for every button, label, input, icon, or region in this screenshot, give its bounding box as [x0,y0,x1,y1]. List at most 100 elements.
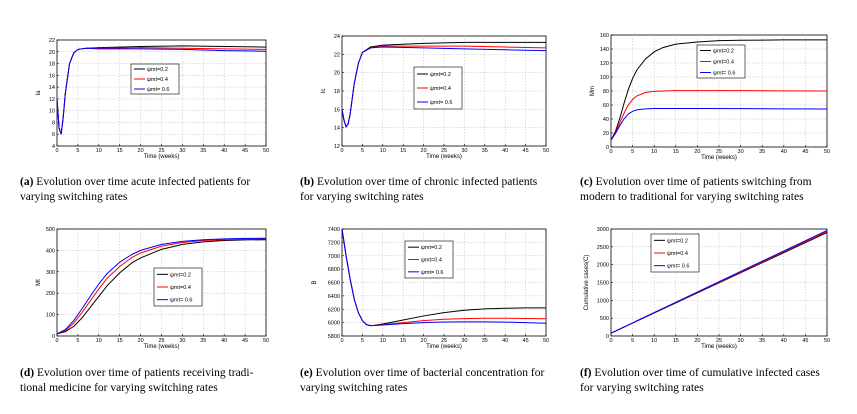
x-tick-label: 5 [631,149,634,155]
x-tick-label: 35 [482,338,488,344]
x-tick-label: 15 [117,338,123,344]
x-tick-label: 50 [824,149,830,155]
y-tick-label: 7400 [328,227,340,233]
x-tick-label: 15 [673,149,679,155]
x-tick-label: 10 [96,338,102,344]
y-tick-label: 20 [603,131,609,137]
x-tick-label: 5 [76,338,79,344]
x-tick-label: 35 [759,149,765,155]
chart-panel-c: 0 5 10 15 20 25 30 35 40 45 50 0 20 40 60 80 100 120 140 16… [590,33,830,161]
y-tick-label: 80 [603,89,609,95]
x-tick-label: 0 [340,338,343,344]
caption-line-1: (a) Evolution over time acute infected p… [20,176,250,188]
series-line-3 [341,228,547,327]
y-tick-label: 0 [606,145,609,151]
legend-entry: ψmt=0.4 [170,285,191,291]
y-tick-label: 14 [334,126,340,132]
y-tick-label: 6400 [328,294,340,300]
x-tick-label: 5 [361,338,364,344]
caption-line-1: (e) Evolution over time of bacterial con… [300,367,544,379]
y-tick-label: 8 [52,120,55,126]
y-axis-label: Ic [321,89,327,94]
y-tick-label: 16 [334,107,340,113]
x-tick-label: 15 [673,338,679,344]
caption-line-2: for varying switching rates [580,382,704,394]
caption-line-1: (c) Evolution over time of patients swit… [580,176,812,188]
y-tick-label: 500 [46,227,55,233]
caption-d: (d) Evolution over time of patients rece… [20,367,254,394]
y-tick-label: 6800 [328,267,340,273]
caption-text: Evolution over time of patients switchin… [596,176,812,188]
x-tick-label: 10 [651,149,657,155]
x-tick-label: 25 [441,148,447,154]
x-tick-label: 5 [361,148,364,154]
x-tick-label: 40 [781,149,787,155]
x-tick-label: 0 [340,148,343,154]
series-line-3 [56,47,267,135]
legend-entry: ψmt=0.4 [147,77,168,83]
x-tick-label: 10 [380,148,386,154]
x-tick-label: 15 [400,148,406,154]
y-tick-label: 140 [600,47,609,53]
x-axis-label: Time (weeks) [701,155,737,161]
y-tick-label: 500 [600,316,609,322]
y-tick-label: 20 [49,50,55,56]
legend-entry: ψmt=0.4 [421,258,442,264]
chart-panel-b: 0 5 10 15 20 25 30 35 40 45 50 12 14 16 18 20 22 24 Time (… [321,34,549,160]
y-tick-label: 22 [334,52,340,58]
x-tick-label: 25 [158,148,164,154]
x-tick-label: 30 [738,149,744,155]
legend: ψmt=0.2 ψmt=0.4 ψmt= 0.6 [413,66,463,110]
y-axis-label: Mt [36,279,42,286]
x-tick-label: 35 [200,338,206,344]
x-tick-label: 0 [55,338,58,344]
caption-text: Evolution over time of chronic infected … [317,176,538,188]
caption-text: Evolution over time of patients receivin… [37,367,254,379]
series-line-1 [56,239,267,335]
caption-label: (d) [20,367,37,379]
x-tick-label: 20 [138,148,144,154]
x-tick-label: 35 [759,338,765,344]
caption-line-2: varying switching rates [300,382,408,394]
y-tick-label: 12 [334,144,340,150]
x-tick-label: 30 [738,338,744,344]
y-tick-label: 20 [334,71,340,77]
x-tick-label: 50 [263,338,269,344]
legend-entry: ψmt=0.2 [170,272,191,278]
y-tick-label: 0 [606,334,609,340]
y-tick-label: 160 [600,33,609,39]
x-tick-label: 5 [76,148,79,154]
caption-c: (c) Evolution over time of patients swit… [580,176,812,203]
y-tick-label: 3000 [597,227,609,233]
y-tick-label: 5800 [328,334,340,340]
caption-line-2: for varying switching rates [300,191,424,203]
x-axis-label: Time (weeks) [701,344,737,350]
legend-entry: ψmt=0.2 [421,245,442,251]
y-tick-label: 16 [49,73,55,79]
x-tick-label: 45 [523,338,529,344]
x-tick-label: 40 [221,338,227,344]
x-tick-label: 30 [179,338,185,344]
x-tick-label: 45 [802,338,808,344]
x-tick-label: 25 [441,338,447,344]
legend-entry: ψmt= 0.6 [170,298,192,304]
caption-f: (f) Evolution over time of cumulative in… [580,367,820,394]
y-tick-label: 1500 [597,281,609,287]
y-tick-label: 120 [600,61,609,67]
y-tick-label: 7200 [328,240,340,246]
y-tick-label: 100 [600,75,609,81]
caption-label: (e) [300,367,316,379]
x-tick-label: 20 [421,338,427,344]
x-tick-label: 25 [716,149,722,155]
x-tick-label: 45 [802,149,808,155]
y-tick-label: 100 [46,313,55,319]
y-tick-label: 200 [46,291,55,297]
x-tick-label: 40 [781,338,787,344]
legend-entry: ψmt=0.4 [430,86,451,92]
y-axis-label: Cumulative cases(C) [584,255,590,311]
caption-label: (f) [580,367,594,379]
series-line-2 [610,90,828,141]
series-line-1 [610,39,827,141]
legend-entry: ψmt= 0.6 [421,270,443,276]
